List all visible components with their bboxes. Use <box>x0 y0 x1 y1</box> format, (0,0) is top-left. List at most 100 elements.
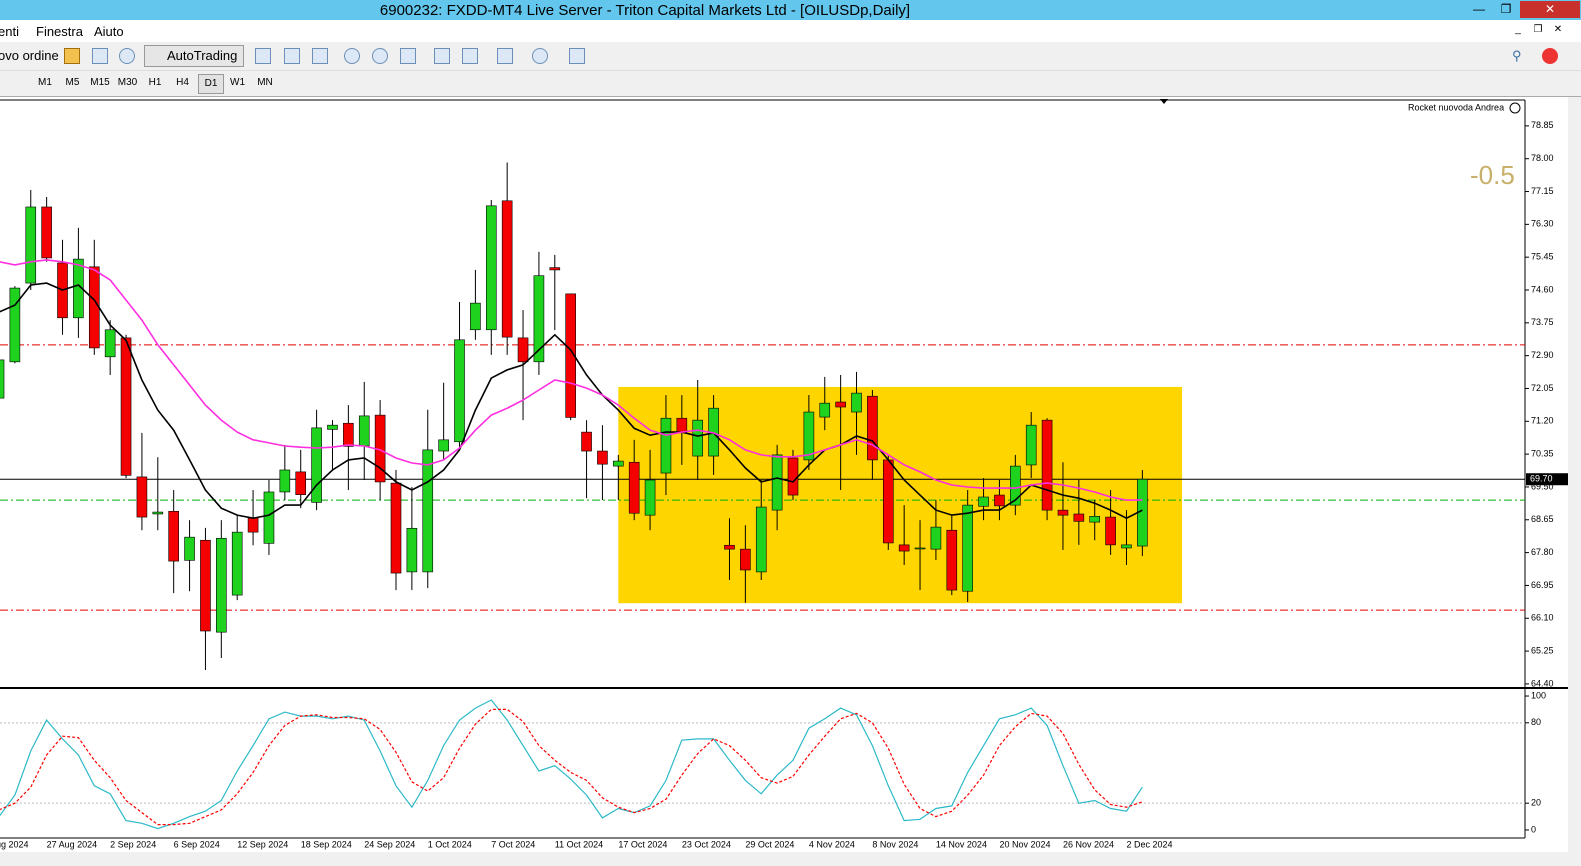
candle-body <box>184 536 195 561</box>
candle-body <box>994 494 1005 507</box>
candle-body <box>978 496 989 507</box>
x-tick-label: 2 Dec 2024 <box>1126 839 1172 849</box>
zoom-out[interactable] <box>372 48 388 64</box>
mdi-close[interactable]: ✕ <box>1553 24 1563 35</box>
notifications[interactable] <box>1542 48 1558 64</box>
timeframe-button[interactable]: D1 <box>198 74 224 94</box>
candle-body <box>0 359 5 399</box>
y-tick-label: 73.75 <box>1531 317 1554 327</box>
candle-body <box>565 293 576 418</box>
candle-body <box>454 339 465 443</box>
candle-body <box>120 337 132 476</box>
candle-body <box>390 482 402 574</box>
candle-body <box>1073 513 1085 522</box>
x-tick-label: 4 Nov 2024 <box>809 839 855 849</box>
x-tick-label: 1 Oct 2024 <box>428 839 472 849</box>
toolbar-icon[interactable] <box>92 48 108 64</box>
x-tick-label: 6 Sep 2024 <box>174 839 220 849</box>
x-tick-label: 18 Sep 2024 <box>301 839 352 849</box>
timeframe-button[interactable]: MN <box>257 77 273 88</box>
close-button[interactable]: ✕ <box>1520 1 1580 18</box>
x-tick-label: 24 Sep 2024 <box>364 839 415 849</box>
candle-body <box>1025 424 1037 466</box>
periods[interactable] <box>532 48 548 64</box>
timeframe-button[interactable]: H4 <box>176 77 189 88</box>
menu-item[interactable]: Aiuto <box>94 24 124 39</box>
candle-body <box>485 205 497 331</box>
smiley-icon <box>1509 102 1521 114</box>
toolbar-icon[interactable] <box>312 48 328 64</box>
current-price-label: 69.70 <box>1530 474 1553 484</box>
timeframe-button[interactable]: W1 <box>230 77 245 88</box>
y-tick-label: 20 <box>1531 798 1541 808</box>
toolbar-icon[interactable] <box>462 48 478 64</box>
y-tick-label: 76.30 <box>1531 219 1554 229</box>
toolbar-icon[interactable] <box>255 48 271 64</box>
candle-body <box>470 302 481 331</box>
x-tick-label: 17 Oct 2024 <box>618 839 667 849</box>
candle-body <box>438 439 449 452</box>
x-tick-label: 12 Sep 2024 <box>237 839 288 849</box>
candle-body <box>104 329 116 358</box>
mdi-restore[interactable]: ❐ <box>1533 24 1543 35</box>
timeframe-button[interactable]: M30 <box>117 77 138 88</box>
candle-body <box>41 206 52 259</box>
y-tick-label: 70.35 <box>1531 449 1554 459</box>
toolbar-icon[interactable] <box>434 48 450 64</box>
candle-body <box>168 510 179 562</box>
timeframe-button[interactable]: M15 <box>90 77 110 88</box>
candle-body <box>660 417 672 474</box>
toolbar-icon[interactable] <box>284 48 300 64</box>
stochastic-line <box>0 699 1143 830</box>
timeframe-bar: M1 M5 M15 M30 H1 H4 D1 W1 MN <box>0 71 1581 97</box>
minimize-button[interactable]: — <box>1473 2 1485 16</box>
toolbar-icon[interactable] <box>119 48 135 64</box>
candle-body <box>73 258 84 319</box>
mdi-minimize[interactable]: _ <box>1515 24 1521 35</box>
y-tick-label: 72.90 <box>1531 350 1554 360</box>
candle-body <box>25 206 37 284</box>
candle-body <box>311 427 322 503</box>
search-icon[interactable]: ⚲ <box>1512 48 1522 63</box>
menu-bar: enti Finestra Aiuto _ ❐ ✕ <box>0 20 1581 42</box>
candle-body <box>216 538 227 633</box>
candle-body <box>755 506 767 573</box>
autotrading-button[interactable]: AutoTrading <box>144 45 245 67</box>
candle-body <box>406 527 418 573</box>
templates[interactable] <box>569 48 585 64</box>
candle-body <box>327 424 338 430</box>
timeframe-button[interactable]: M5 <box>65 77 80 88</box>
candle-body <box>549 267 561 271</box>
y-tick-label: 77.15 <box>1531 186 1554 196</box>
y-tick-label: 66.95 <box>1531 580 1554 590</box>
y-tick-label: 71.20 <box>1531 416 1554 426</box>
candle-body <box>1105 516 1116 546</box>
candle-body <box>358 415 370 447</box>
candle-body <box>962 504 973 592</box>
candle-body <box>88 266 100 349</box>
candle-body <box>803 411 815 461</box>
candle-body <box>597 450 608 465</box>
timeframe-button[interactable]: M1 <box>38 77 52 88</box>
y-tick-label: 68.65 <box>1531 514 1554 524</box>
toolbar-icon[interactable] <box>64 48 80 64</box>
indicators[interactable] <box>497 48 513 64</box>
candle-body <box>9 287 21 363</box>
x-tick-label: 8 Nov 2024 <box>872 839 918 849</box>
y-tick-label: 100 <box>1531 690 1546 700</box>
window-title: 6900232: FXDD-MT4 Live Server - Triton C… <box>379 2 911 19</box>
range-rectangle <box>618 386 1183 604</box>
big-value: -0.5 <box>1470 160 1515 190</box>
tile-windows[interactable] <box>400 48 416 64</box>
new-order-button[interactable]: ovo ordine <box>0 48 59 63</box>
zoom-in[interactable] <box>344 48 360 64</box>
timeframe-button[interactable]: H1 <box>148 77 162 88</box>
candle-body <box>835 401 846 408</box>
candle-body <box>295 471 307 495</box>
x-tick-label: 14 Nov 2024 <box>936 839 987 849</box>
menu-item[interactable]: enti <box>0 24 19 39</box>
candle-body <box>231 531 243 596</box>
x-tick-label: 20 Nov 2024 <box>999 839 1050 849</box>
menu-item[interactable]: Finestra <box>36 24 83 39</box>
restore-button[interactable]: ❐ <box>1500 2 1512 16</box>
